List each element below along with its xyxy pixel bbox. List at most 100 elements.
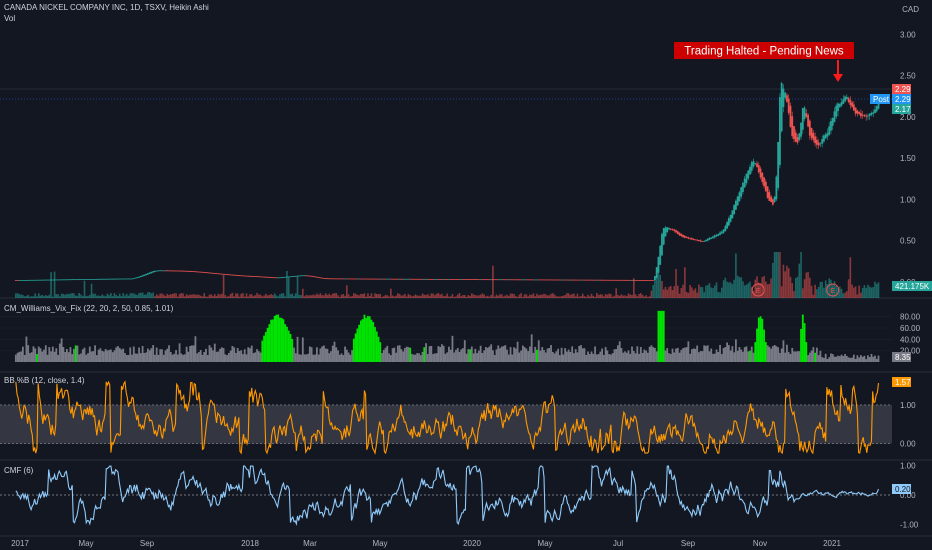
volume-bar <box>611 296 614 298</box>
vix-fix-bar <box>145 352 148 362</box>
volume-bar <box>136 294 139 298</box>
candle-body <box>787 98 790 113</box>
candle-body <box>136 277 139 279</box>
candle-body <box>375 278 378 280</box>
vix-fix-bar <box>574 349 577 362</box>
bb-percent-b-pane[interactable] <box>0 380 892 456</box>
vix-fix-bar <box>115 347 118 362</box>
vix-fix-bar <box>446 352 449 362</box>
candle-body <box>571 279 574 281</box>
volume-bar <box>562 295 565 298</box>
volume-bar <box>546 295 549 298</box>
volume-bar <box>847 279 850 298</box>
vix-fix-bar <box>360 320 362 362</box>
volume-bar <box>337 295 339 298</box>
candle-body <box>872 112 875 114</box>
candle-body <box>215 273 218 275</box>
volume-bar <box>629 294 632 298</box>
halt-annotation-text: Trading Halted - Pending News <box>684 46 844 58</box>
volume-bar <box>150 293 153 298</box>
vix-fix-bar <box>69 347 72 362</box>
volume-bar <box>358 295 360 298</box>
vix-fix-bar <box>791 347 794 362</box>
vix-fix-bar <box>335 347 338 362</box>
vix-fix-bar <box>252 353 255 362</box>
candle-body <box>418 278 420 280</box>
volume-bar <box>257 294 260 298</box>
vix-fix-bar <box>352 338 355 362</box>
volume-pane[interactable] <box>15 252 880 298</box>
candle-body <box>777 141 780 188</box>
volume-bar <box>427 294 429 298</box>
candle-body <box>396 278 399 280</box>
volume-bar <box>567 293 570 298</box>
volume-bar <box>398 294 401 298</box>
volume-bar <box>215 296 218 298</box>
vix-fix-bar <box>194 336 197 362</box>
volume-bar <box>810 285 813 298</box>
vix-fix-bar <box>654 347 656 362</box>
vix-fix-pane[interactable] <box>14 310 880 362</box>
x-axis-tick: Sep <box>140 539 155 548</box>
vix-fix-bar <box>18 351 21 362</box>
candle-body <box>173 270 176 272</box>
volume-bar <box>25 295 28 298</box>
vix-fix-bar <box>747 351 750 362</box>
volume-bar <box>474 295 477 298</box>
candle-body <box>58 279 61 281</box>
volume-bar <box>516 296 519 298</box>
vix-fix-bar <box>764 342 767 362</box>
volume-bar <box>647 296 649 298</box>
candle-body <box>21 280 24 281</box>
volume-bar <box>185 294 188 298</box>
candle-body <box>60 279 63 281</box>
volume-bar <box>363 293 366 298</box>
vix-fix-bar <box>298 354 301 362</box>
vix-fix-bar <box>227 352 230 362</box>
volume-bar <box>382 296 385 298</box>
volume-bar <box>606 294 609 298</box>
candle-body <box>249 275 251 277</box>
candle-body <box>506 279 508 281</box>
candle-body <box>754 163 757 164</box>
vix-fix-bar <box>303 354 306 362</box>
vix-fix-bar <box>185 346 188 362</box>
volume-bar <box>831 284 834 298</box>
volume-bar <box>346 285 348 298</box>
volume-bar <box>513 293 515 298</box>
price-pane[interactable] <box>14 81 880 281</box>
vix-fix-bar <box>58 343 61 362</box>
vix-fix-bar <box>433 353 436 362</box>
earnings-marker[interactable] <box>826 283 840 297</box>
vix-fix-bar <box>254 352 257 362</box>
currency-label[interactable]: CAD <box>902 5 919 14</box>
vix-fix-bar <box>583 348 586 362</box>
candle-body <box>331 278 334 280</box>
candle-body <box>831 117 834 126</box>
vix-fix-bar <box>798 351 801 362</box>
vix-fix-bar <box>529 346 531 362</box>
vix-fix-bar <box>141 346 144 362</box>
volume-bar <box>509 293 512 298</box>
earnings-marker[interactable] <box>751 283 765 297</box>
vix-fix-bar <box>161 349 163 362</box>
volume-bar <box>463 295 466 298</box>
vix-fix-bar <box>571 346 574 362</box>
candle-body <box>398 278 401 280</box>
candle-body <box>641 280 644 281</box>
vix-fix-bar <box>388 353 390 362</box>
volume-bar <box>307 295 309 298</box>
volume-bar <box>518 294 521 298</box>
volume-bar <box>539 294 542 298</box>
candle-body <box>125 278 128 280</box>
volume-bar <box>610 294 612 298</box>
cmf-pane[interactable] <box>0 464 892 527</box>
volume-bar <box>397 293 399 298</box>
candle-body <box>118 278 121 280</box>
volume-bar <box>794 278 797 298</box>
volume-bar <box>786 265 788 298</box>
volume-bar <box>203 293 206 298</box>
volume-bar <box>360 293 362 298</box>
